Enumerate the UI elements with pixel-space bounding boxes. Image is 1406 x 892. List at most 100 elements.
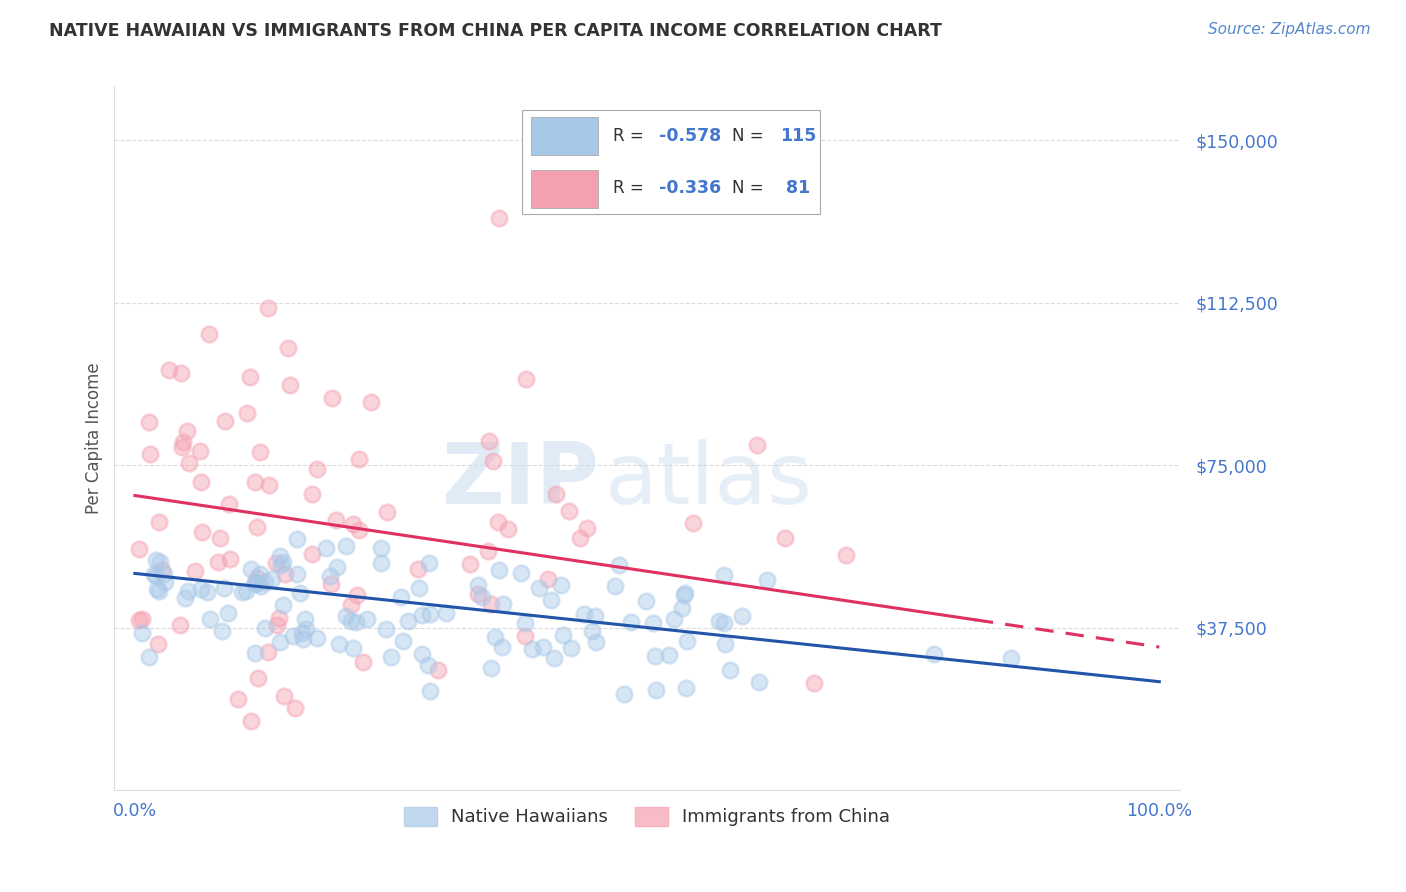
- Point: [756, 574, 779, 588]
- Point: [411, 648, 433, 662]
- Point: [568, 531, 591, 545]
- Point: [477, 544, 499, 558]
- Point: [515, 629, 537, 643]
- Point: [773, 531, 796, 545]
- Point: [488, 563, 510, 577]
- Point: [411, 608, 433, 623]
- Point: [138, 415, 160, 429]
- Point: [418, 556, 440, 570]
- Point: [169, 617, 191, 632]
- Point: [198, 327, 221, 342]
- Point: [266, 556, 288, 570]
- Point: [326, 559, 349, 574]
- Point: [218, 498, 240, 512]
- Point: [346, 588, 368, 602]
- Point: [550, 578, 572, 592]
- Point: [177, 584, 200, 599]
- Point: [644, 648, 666, 663]
- Point: [190, 475, 212, 489]
- Point: [675, 681, 697, 696]
- Point: [603, 579, 626, 593]
- Point: [285, 532, 308, 546]
- Point: [262, 572, 284, 586]
- Point: [172, 440, 194, 454]
- Point: [184, 564, 207, 578]
- Point: [243, 646, 266, 660]
- Point: [488, 211, 510, 226]
- Point: [307, 462, 329, 476]
- Point: [835, 548, 858, 562]
- Point: [671, 600, 693, 615]
- Point: [159, 363, 181, 377]
- Point: [138, 649, 160, 664]
- Point: [212, 581, 235, 595]
- Point: [360, 394, 382, 409]
- Point: [271, 598, 294, 612]
- Point: [347, 451, 370, 466]
- Point: [328, 637, 350, 651]
- Point: [748, 674, 770, 689]
- Point: [131, 612, 153, 626]
- Point: [191, 524, 214, 539]
- Point: [288, 586, 311, 600]
- Point: [515, 372, 537, 386]
- Point: [278, 378, 301, 392]
- Point: [266, 618, 288, 632]
- Point: [731, 608, 754, 623]
- Point: [672, 589, 695, 603]
- Point: [315, 541, 337, 555]
- Point: [292, 632, 315, 646]
- Point: [274, 567, 297, 582]
- Point: [247, 671, 270, 685]
- Point: [287, 566, 309, 581]
- Point: [520, 642, 543, 657]
- Point: [342, 516, 364, 531]
- Point: [128, 613, 150, 627]
- Point: [246, 520, 269, 534]
- Point: [319, 577, 342, 591]
- Point: [389, 591, 412, 605]
- Point: [467, 587, 489, 601]
- Point: [676, 634, 699, 648]
- Point: [527, 581, 550, 595]
- Point: [172, 434, 194, 449]
- Point: [253, 621, 276, 635]
- Point: [745, 437, 768, 451]
- Point: [176, 424, 198, 438]
- Point: [356, 612, 378, 626]
- Point: [658, 648, 681, 662]
- Point: [249, 445, 271, 459]
- Point: [583, 609, 606, 624]
- Point: [305, 631, 328, 645]
- Point: [543, 651, 565, 665]
- Point: [482, 454, 505, 468]
- Point: [406, 562, 429, 576]
- Point: [240, 562, 263, 576]
- Text: Source: ZipAtlas.com: Source: ZipAtlas.com: [1208, 22, 1371, 37]
- Point: [257, 645, 280, 659]
- Point: [531, 640, 554, 654]
- Point: [682, 516, 704, 530]
- Point: [471, 590, 494, 604]
- Point: [375, 622, 398, 636]
- Point: [269, 549, 291, 563]
- Point: [190, 582, 212, 597]
- Point: [335, 608, 357, 623]
- Point: [581, 624, 603, 638]
- Point: [200, 612, 222, 626]
- Point: [434, 606, 457, 620]
- Point: [319, 568, 342, 582]
- Point: [496, 522, 519, 536]
- Point: [339, 598, 361, 612]
- Text: ZIP: ZIP: [441, 439, 599, 522]
- Point: [419, 684, 441, 698]
- Point: [488, 516, 510, 530]
- Point: [551, 627, 574, 641]
- Point: [257, 301, 280, 315]
- Point: [240, 714, 263, 728]
- Point: [576, 521, 599, 535]
- Point: [239, 369, 262, 384]
- Point: [491, 640, 513, 654]
- Point: [301, 487, 323, 501]
- Point: [218, 551, 240, 566]
